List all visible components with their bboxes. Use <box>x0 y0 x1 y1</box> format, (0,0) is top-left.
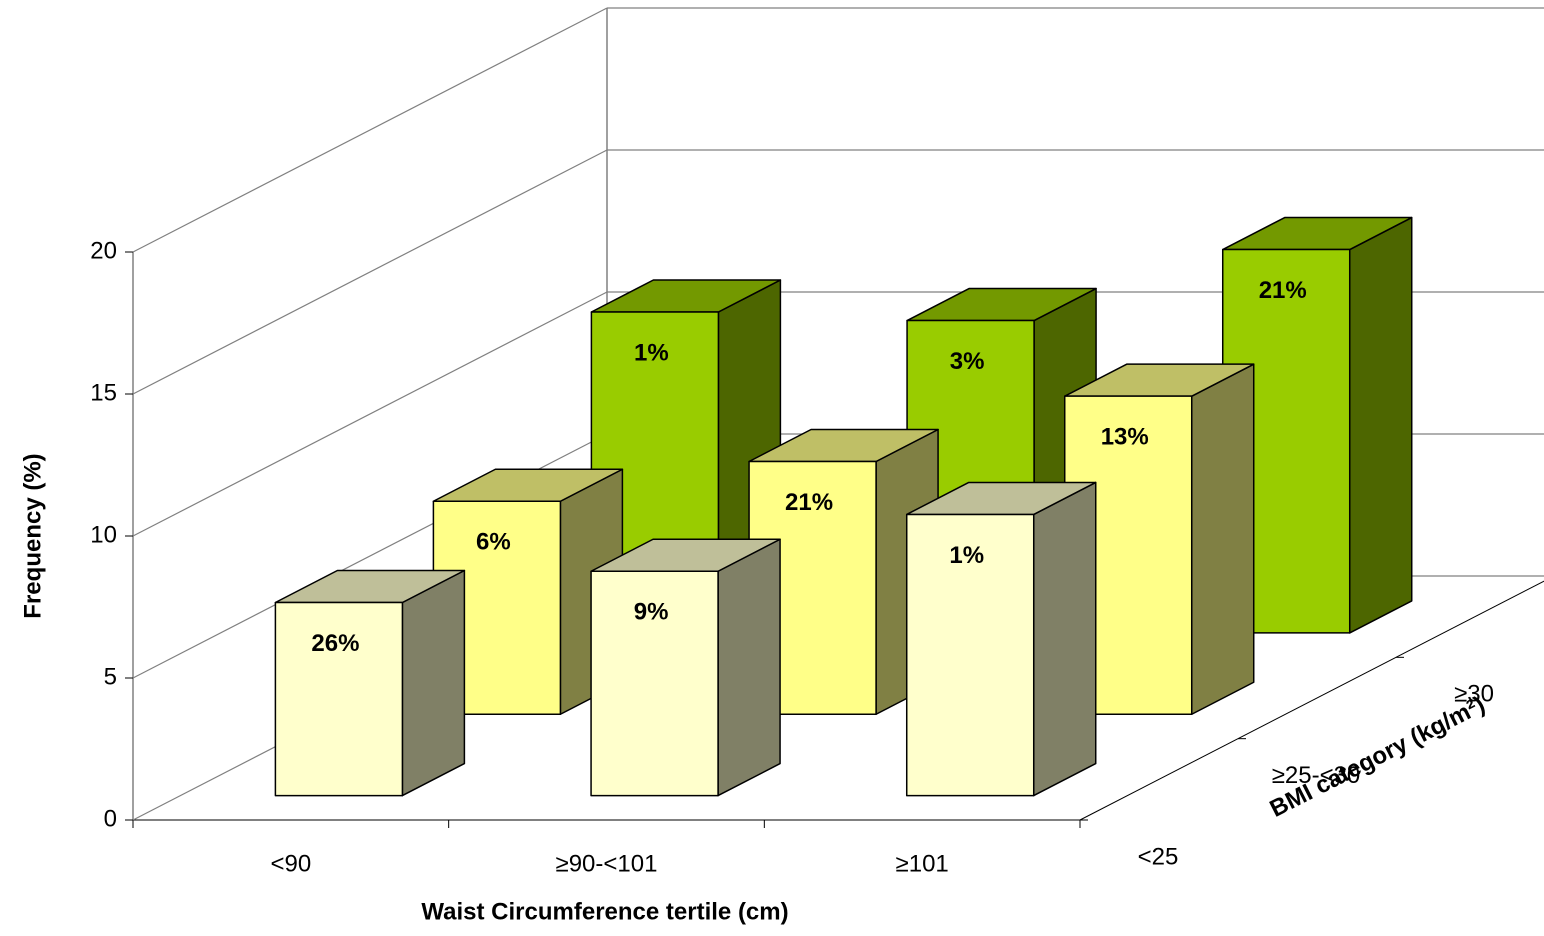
x-tick-label: ≥90-<101 <box>556 850 658 877</box>
bar <box>274 601 404 797</box>
bar <box>905 513 1035 797</box>
bar-label: 13% <box>1101 424 1149 451</box>
bar-label: 1% <box>634 339 669 366</box>
grid-line <box>132 7 608 253</box>
bar-side <box>401 569 466 797</box>
bar-label: 21% <box>1259 277 1307 304</box>
y-tick-label: 15 <box>90 379 117 406</box>
bar-label: 21% <box>785 489 833 516</box>
y-tick-label: 10 <box>90 521 117 548</box>
bar <box>590 570 719 797</box>
bar-label: 3% <box>950 348 985 375</box>
y-tick-label: 20 <box>90 237 117 264</box>
bar-label: 1% <box>949 542 984 569</box>
y-axis-title: Frequency (%) <box>19 453 46 618</box>
bar-label: 6% <box>476 529 511 556</box>
x-axis-title: Waist Circumference tertile (cm) <box>421 898 788 925</box>
bar-side <box>1032 481 1097 797</box>
bar-label: 9% <box>634 599 669 626</box>
z-tick-label: <25 <box>1138 843 1179 870</box>
grid-line <box>132 149 608 395</box>
bar-side <box>1190 363 1255 716</box>
grid-line <box>132 291 608 537</box>
y-tick-label: 0 <box>104 805 117 832</box>
bar-label: 26% <box>311 630 359 657</box>
x-tick-label: ≥101 <box>896 850 949 877</box>
axis-line <box>1079 580 1544 821</box>
z-tick-label: ≥30 <box>1454 681 1494 708</box>
z-tick-label: ≥25-<30 <box>1272 762 1361 789</box>
y-tick-label: 5 <box>104 663 117 690</box>
bar-side <box>1348 216 1413 634</box>
bar-side <box>717 538 781 797</box>
x-tick-label: <90 <box>270 850 311 877</box>
z-axis-title: BMI category (kg/m²) <box>1266 691 1490 823</box>
